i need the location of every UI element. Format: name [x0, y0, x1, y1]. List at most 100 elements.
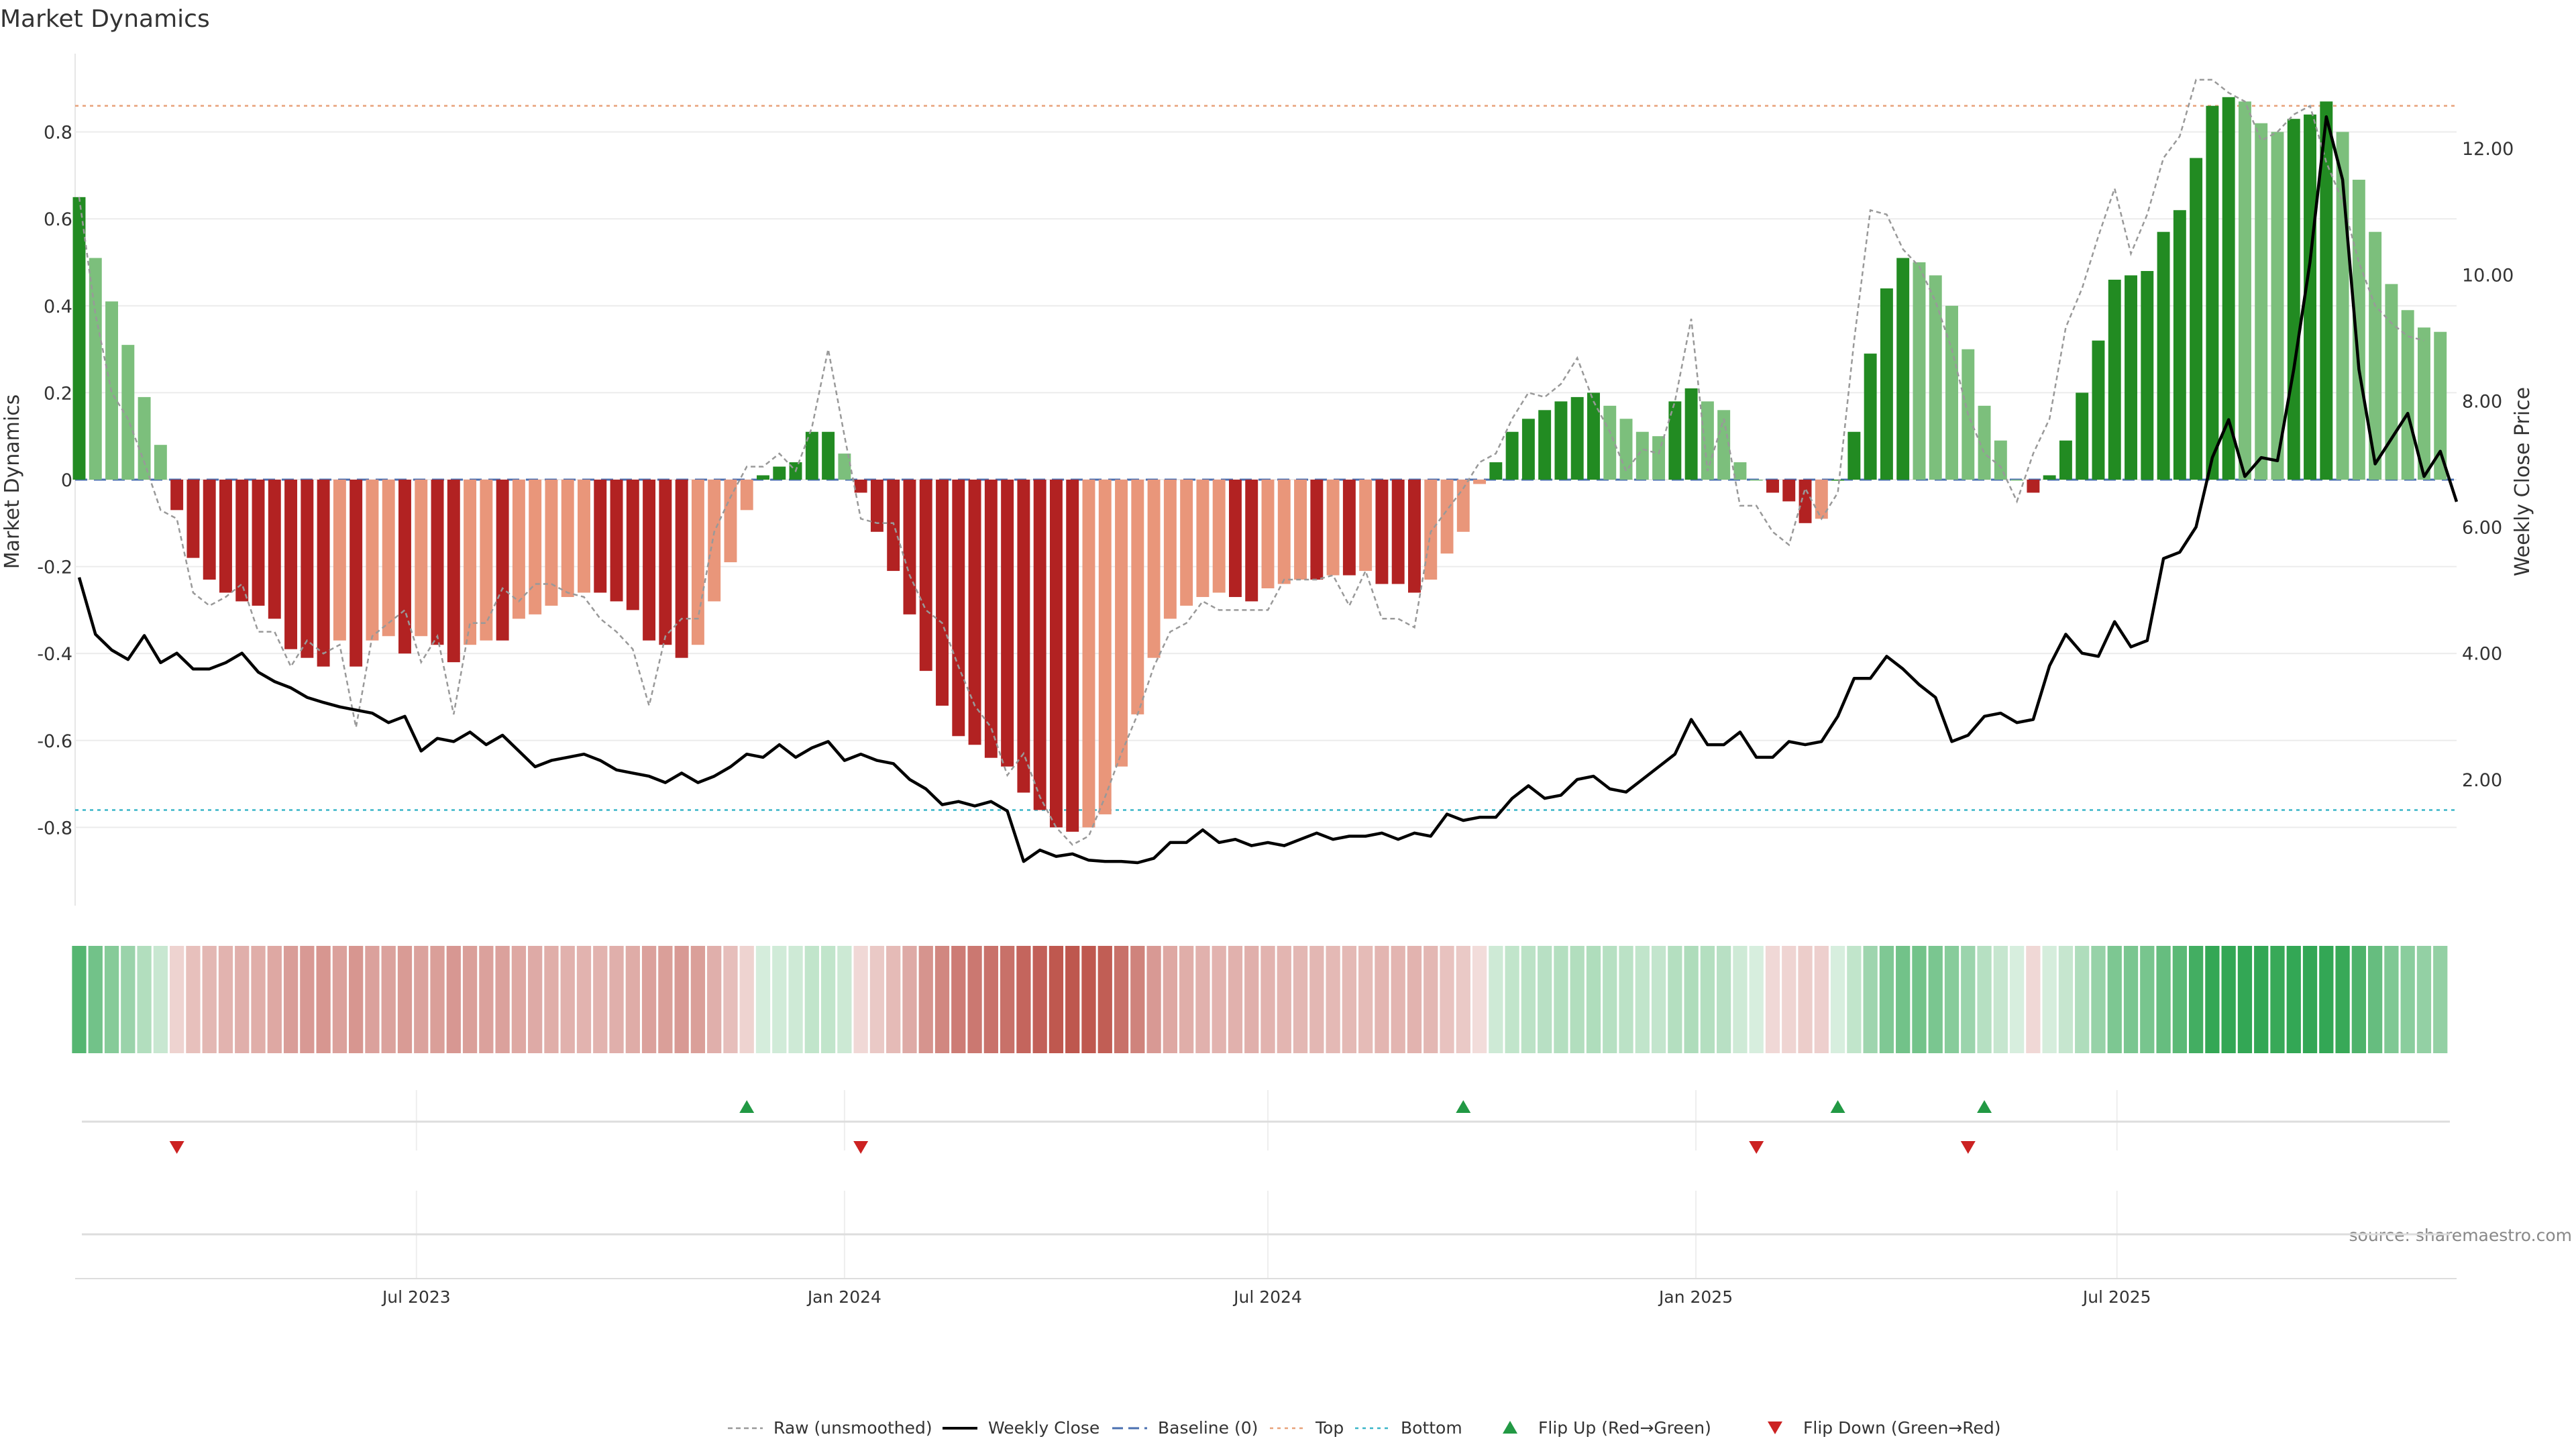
x-tick-label: Jul 2025 — [2082, 1287, 2151, 1307]
heat-cell — [1130, 946, 1145, 1053]
dynamics-bar — [2304, 114, 2317, 480]
x-axis: Jul 2023 Jan 2024 Jul 2024 Jan 2025 Jul 2025 — [75, 1278, 2457, 1307]
dynamics-bar — [968, 480, 981, 745]
heat-cell — [2075, 946, 2090, 1053]
heat-cell — [886, 946, 901, 1053]
dynamics-bar — [1733, 462, 1747, 480]
dynamics-bar — [1277, 480, 1291, 584]
y-tick-label-right: 2.00 — [2462, 770, 2502, 791]
series-lines — [77, 78, 2459, 865]
heat-cell — [2123, 946, 2139, 1053]
heat-cell — [902, 946, 917, 1053]
dynamics-bar — [2141, 270, 2154, 480]
dynamics-bar — [382, 480, 395, 637]
legend-label: Flip Up (Red→Green) — [1538, 1418, 1711, 1438]
heat-cell — [1635, 946, 1650, 1053]
dynamics-bar — [529, 480, 542, 614]
heat-cell — [528, 946, 543, 1053]
heat-cell — [1440, 946, 1454, 1053]
heat-cell — [820, 946, 836, 1053]
dynamics-bar — [2059, 440, 2072, 480]
dynamics-bar — [594, 480, 607, 593]
legend-label: Baseline (0) — [1158, 1418, 1258, 1438]
y-tick-label-left: 0.2 — [44, 383, 72, 404]
dynamics-bar — [235, 480, 249, 602]
dynamics-bar — [1978, 405, 1991, 480]
dynamics-bar — [1228, 480, 1242, 597]
flip-down-marker — [1749, 1141, 1764, 1154]
heat-cell — [739, 946, 754, 1053]
heat-cell — [1065, 946, 1080, 1053]
dynamics-bar — [1473, 480, 1487, 484]
dynamics-bar — [1082, 480, 1095, 828]
heat-cell — [2156, 946, 2171, 1053]
heat-cell — [1179, 946, 1194, 1053]
heat-cell — [1733, 946, 1748, 1053]
heat-cell — [1081, 946, 1096, 1053]
dynamics-bar — [1391, 480, 1405, 584]
heat-cell — [2221, 946, 2236, 1053]
heat-cell — [2367, 946, 2383, 1053]
heat-cell — [479, 946, 494, 1053]
dynamics-bar — [887, 480, 900, 572]
dynamics-bar — [545, 480, 558, 606]
heat-cell — [153, 946, 168, 1053]
dynamics-bar — [936, 480, 949, 706]
dynamics-bar — [1587, 392, 1600, 480]
dynamics-bar — [2010, 480, 2024, 481]
dynamics-bar — [512, 480, 525, 619]
heat-cell — [170, 946, 184, 1053]
heat-cell — [2172, 946, 2187, 1053]
heat-cell — [576, 946, 592, 1053]
heat-cell — [2384, 946, 2399, 1053]
dynamics-bar — [89, 258, 102, 480]
heat-cell — [2433, 946, 2448, 1053]
dynamics-bar — [1880, 288, 1893, 480]
dynamics-bars — [72, 97, 2447, 832]
heat-cell — [349, 946, 364, 1053]
legend-label: Bottom — [1401, 1418, 1462, 1438]
dynamics-bar — [431, 480, 444, 645]
heat-cell — [1700, 946, 1715, 1053]
flip-up-marker — [1977, 1100, 1992, 1113]
legend-label: Weekly Close — [988, 1418, 1099, 1438]
heat-cell — [755, 946, 771, 1053]
dynamics-bar — [1831, 480, 1845, 481]
dynamics-bar — [903, 480, 916, 614]
heat-cell — [1961, 946, 1976, 1053]
dynamics-bar — [1619, 419, 1633, 480]
legend-swatch-flip-down — [1768, 1421, 1782, 1434]
heat-cell — [1798, 946, 1813, 1053]
dynamics-bar — [1310, 480, 1324, 580]
legend-item: Bottom — [1355, 1418, 1462, 1438]
heat-cell — [511, 946, 527, 1053]
heat-cell — [2416, 946, 2432, 1053]
dynamics-bar — [2027, 480, 2040, 493]
heat-cell — [2091, 946, 2106, 1053]
dynamics-bar — [2417, 327, 2430, 480]
dynamics-bar — [464, 480, 477, 645]
heat-cell — [1097, 946, 1112, 1053]
y-tick-label-left: -0.2 — [37, 557, 72, 578]
heat-cell — [2270, 946, 2285, 1053]
heat-cell — [1505, 946, 1519, 1053]
dynamics-bar — [740, 480, 753, 511]
dynamics-bar — [675, 480, 688, 658]
dynamics-bar — [708, 480, 721, 602]
y-tick-label-left: 0.6 — [44, 209, 72, 230]
y-tick-label-left: -0.4 — [37, 644, 72, 665]
dynamics-bar — [2125, 275, 2137, 480]
legend-item: Weekly Close — [943, 1418, 1099, 1438]
heat-cell — [1244, 946, 1259, 1053]
dynamics-bar — [561, 480, 574, 597]
heat-cell — [414, 946, 429, 1053]
dynamics-bar — [301, 480, 314, 658]
dynamics-bar — [2173, 210, 2186, 480]
dynamics-bar — [2255, 123, 2268, 480]
dynamics-bar — [2157, 231, 2170, 480]
y-tick-label-left: -0.8 — [37, 818, 72, 839]
heat-cell — [104, 946, 119, 1053]
heat-cell — [1016, 946, 1031, 1053]
heat-cell — [2237, 946, 2253, 1053]
